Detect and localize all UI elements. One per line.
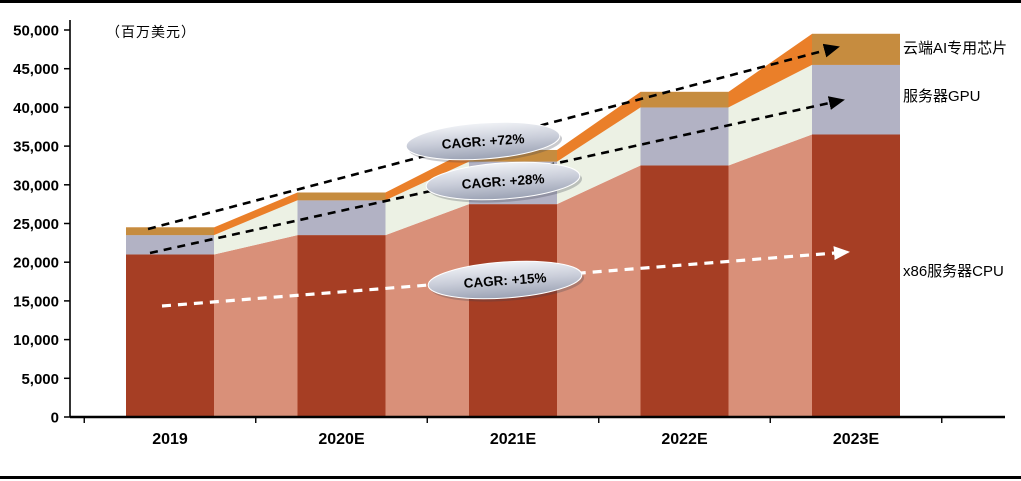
x-tick-label: 2023E bbox=[833, 431, 880, 448]
y-tick-label: 20,000 bbox=[13, 255, 59, 272]
bar-segment-3-2019 bbox=[126, 227, 214, 236]
cagr-oval bbox=[405, 121, 561, 161]
cagr-label: CAGR: +15% bbox=[463, 270, 547, 291]
cagr-annotation-2: CAGR: +28% bbox=[425, 161, 583, 203]
series-label-2: 服务器GPU bbox=[903, 88, 981, 105]
bar-segment-2-2020E bbox=[297, 200, 386, 236]
y-tick-label: 5,000 bbox=[21, 371, 59, 388]
cagr-annotation-1: CAGR: +72% bbox=[405, 121, 563, 163]
bar-segment-2-2019 bbox=[126, 235, 214, 255]
x-tick-label: 2020E bbox=[318, 431, 365, 448]
y-tick-label: 10,000 bbox=[13, 332, 59, 349]
unit-label: （百万美元） bbox=[106, 24, 196, 40]
y-tick-label: 25,000 bbox=[13, 216, 59, 233]
x-tick-label: 2019 bbox=[152, 431, 188, 448]
top-rule bbox=[0, 0, 1021, 3]
y-tick-label: 15,000 bbox=[13, 293, 59, 310]
y-tick-label: 35,000 bbox=[13, 139, 59, 156]
bar-segment-3-2022E bbox=[640, 91, 729, 108]
y-tick-label: 50,000 bbox=[13, 23, 59, 40]
cagr-label: CAGR: +72% bbox=[441, 131, 525, 152]
bar-segment-1-2021E bbox=[469, 204, 557, 417]
cagr-label: CAGR: +28% bbox=[461, 171, 545, 192]
y-tick-label: 45,000 bbox=[13, 61, 59, 78]
bar-segment-2-2023E bbox=[812, 64, 900, 135]
bar-segment-1-2023E bbox=[812, 134, 900, 418]
y-tick-label: 40,000 bbox=[13, 100, 59, 117]
cagr-oval bbox=[427, 260, 583, 300]
cagr-annotation-3: CAGR: +15% bbox=[427, 260, 585, 302]
bar-segment-1-2019 bbox=[126, 254, 214, 417]
series-label-1: 云端AI专用芯片 bbox=[903, 40, 1007, 57]
bar-segment-3-2020E bbox=[297, 192, 386, 201]
bottom-rule bbox=[0, 476, 1021, 479]
cagr-oval bbox=[425, 161, 581, 201]
bar-segment-1-2022E bbox=[640, 165, 729, 417]
bar-segment-2-2022E bbox=[640, 107, 729, 166]
y-tick-label: 30,000 bbox=[13, 177, 59, 194]
series-label-3: x86服务器CPU bbox=[903, 263, 1004, 280]
x-tick-label: 2021E bbox=[490, 431, 537, 448]
x-tick-label: 2022E bbox=[661, 431, 708, 448]
bar-segment-1-2020E bbox=[297, 235, 386, 417]
y-tick-label: 0 bbox=[51, 410, 59, 427]
